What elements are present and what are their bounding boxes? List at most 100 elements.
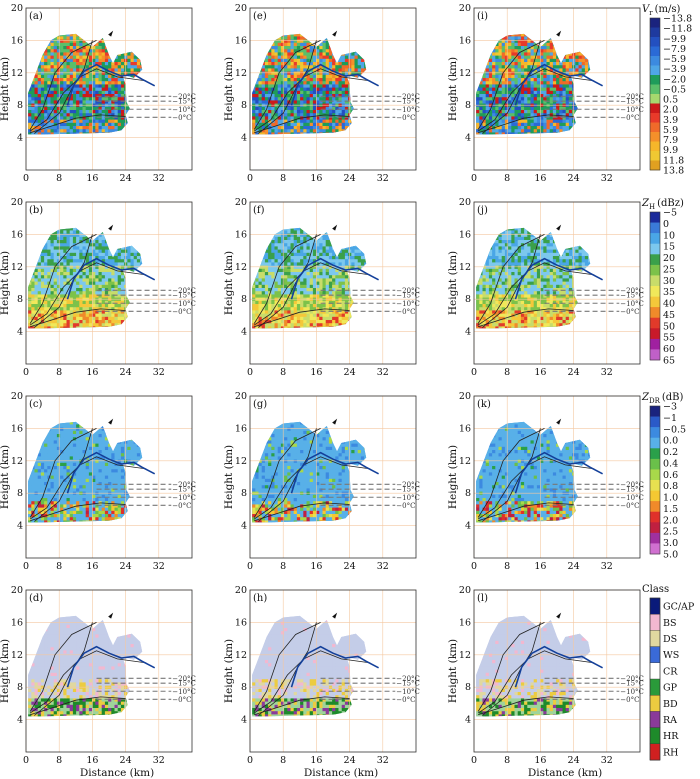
radar-cell [479,90,483,94]
radar-cell [72,300,77,304]
radar-cell [60,284,64,288]
radar-cell [543,77,547,82]
radar-cell [101,96,106,101]
radar-cell [536,90,541,94]
radar-cell [111,271,115,276]
radar-cell [306,74,311,78]
radar-cell [511,36,515,40]
radar-cell [284,52,288,56]
radar-cell [136,68,141,72]
radar-cell [492,64,496,69]
radar-cell [341,58,346,62]
radar-cell [517,109,522,114]
radar-cell [293,61,298,66]
radar-cell [76,125,80,130]
radar-cell [287,112,291,117]
radar-cell [40,87,45,91]
radar-cell [495,84,499,88]
radar-cell [69,287,74,292]
radar-cell [274,39,279,43]
radar-cell [559,119,563,123]
radar-cell [255,80,259,85]
radar-cell [332,68,336,72]
radar-cell [101,313,106,317]
radar-cell [104,242,109,247]
radar-cell [108,128,112,133]
radar-cell [44,132,48,135]
radar-cell [140,258,143,263]
radar-cell [85,58,90,62]
radar-cell [101,284,106,288]
radar-cell [328,84,333,88]
radar-cell [351,74,355,78]
radar-cell [53,90,58,94]
radar-cell [261,87,266,91]
radar-cell [47,303,51,308]
radar-cell [290,68,295,72]
radar-cell [50,306,55,311]
radar-cell [92,100,96,104]
radar-cell [520,116,525,120]
radar-cell [108,249,112,253]
radar-cell [479,93,483,98]
radar-cell [268,52,272,56]
radar-cell [69,39,74,43]
radar-cell [133,252,138,256]
radar-cell [530,61,535,66]
radar-cell [120,100,125,104]
radar-cell [117,316,122,320]
radar-cell [338,61,343,66]
radar-cell [530,100,535,104]
radar-cell [56,125,61,130]
radar-cell [476,132,480,135]
x-tick-label: 32 [601,173,613,184]
radar-cell [341,109,346,114]
radar-cell [53,230,58,234]
radar-cell [82,106,87,110]
radar-cell [543,109,547,114]
radar-cell [280,58,285,62]
radar-cell [28,281,32,285]
radar-cell [338,68,343,72]
radar-cell [261,119,266,123]
radar-cell [56,74,61,78]
radar-cell [501,74,506,78]
radar-cell [95,306,99,311]
radar-cell [511,96,515,101]
radar-cell [488,109,493,114]
isotherm-label: −10°C [172,106,196,114]
radar-cell [40,287,45,292]
radar-cell [53,58,58,62]
radar-cell [578,68,583,72]
radar-cell [575,61,579,66]
radar-cell [50,322,55,327]
radar-cell [44,326,48,329]
radar-cell [338,80,343,85]
radar-cell [562,106,567,110]
radar-cell [120,58,125,62]
radar-cell [66,106,71,110]
streamline [29,114,126,134]
radar-cell [76,36,80,40]
radar-cell [72,249,77,253]
radar-cell [40,122,45,126]
radar-cell [76,306,80,311]
radar-cell [114,80,119,85]
radar-cell [540,125,544,130]
radar-cell [31,80,35,85]
radar-cell [517,100,522,104]
radar-cell [104,287,109,292]
radar-cell [101,258,106,263]
radar-cell [508,116,512,120]
radar-cell [261,122,266,126]
radar-cell [501,116,506,120]
radar-cell [319,42,323,46]
radar-cell [575,74,579,78]
radar-cell [53,87,58,91]
radar-cell [504,52,509,56]
radar-cell [357,68,362,72]
radar-cell [293,55,298,59]
radar-cell [552,48,557,53]
radar-cell [28,310,32,314]
radar-cell [549,100,554,104]
